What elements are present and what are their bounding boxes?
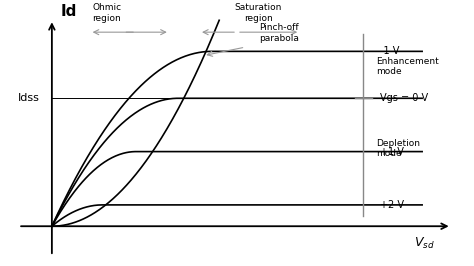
Text: Id: Id [60,4,77,19]
Text: Ohmic
region: Ohmic region [92,3,121,23]
Text: Vgs = 0 V: Vgs = 0 V [380,93,428,103]
Text: Depletion
mode: Depletion mode [376,139,420,158]
Text: +1 V: +1 V [380,147,404,157]
Text: Enhancement
mode: Enhancement mode [376,57,438,76]
Text: Idss: Idss [18,93,39,103]
Text: +2 V: +2 V [380,200,404,210]
Text: -1 V: -1 V [380,46,400,56]
Text: $V_{sd}$: $V_{sd}$ [414,236,434,251]
Text: Pinch-off
parabola: Pinch-off parabola [259,23,299,43]
Text: Saturation
region: Saturation region [234,3,282,23]
